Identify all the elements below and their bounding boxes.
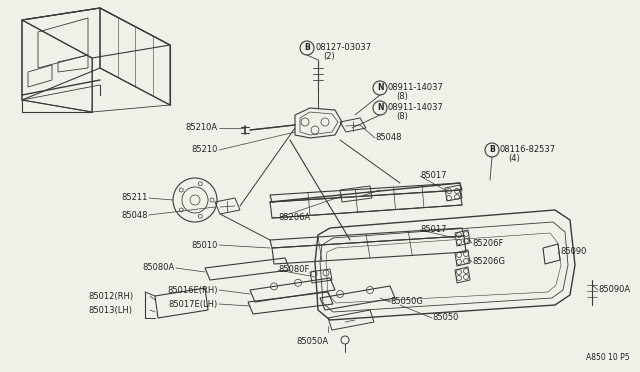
Text: 85048: 85048 [122,211,148,219]
Text: 85012(RH): 85012(RH) [88,292,133,301]
Text: 08127-03037: 08127-03037 [315,44,371,52]
Text: 85210: 85210 [191,145,218,154]
Text: N: N [377,103,383,112]
Text: 85211: 85211 [122,193,148,202]
Text: 85206G: 85206G [472,257,505,266]
Text: 85090A: 85090A [598,285,630,295]
Text: 85017E(LH): 85017E(LH) [169,299,218,308]
Text: 08911-14037: 08911-14037 [388,83,444,93]
Text: 85048: 85048 [375,134,401,142]
Text: 85050G: 85050G [390,298,423,307]
Text: B: B [489,145,495,154]
Text: 85206F: 85206F [472,238,504,247]
Text: 85080F: 85080F [278,266,309,275]
Text: 85206A: 85206A [278,214,310,222]
Text: A850 10 P5: A850 10 P5 [586,353,630,362]
Text: 85013(LH): 85013(LH) [88,305,132,314]
Text: (4): (4) [508,154,520,163]
Text: B: B [304,44,310,52]
Text: (8): (8) [396,112,408,121]
Text: 08116-82537: 08116-82537 [500,145,556,154]
Text: N: N [377,83,383,93]
Text: 85050: 85050 [432,314,458,323]
Text: 85050A: 85050A [296,337,328,346]
Text: 85210A: 85210A [186,124,218,132]
Text: 85010: 85010 [191,241,218,250]
Text: 08911-14037: 08911-14037 [388,103,444,112]
Text: (8): (8) [396,92,408,100]
Text: 85017: 85017 [420,171,447,180]
Text: 85090: 85090 [560,247,586,257]
Text: 85016E(RH): 85016E(RH) [168,285,218,295]
Text: 85017: 85017 [420,225,447,234]
Text: (2): (2) [323,51,335,61]
Text: 85080A: 85080A [143,263,175,273]
